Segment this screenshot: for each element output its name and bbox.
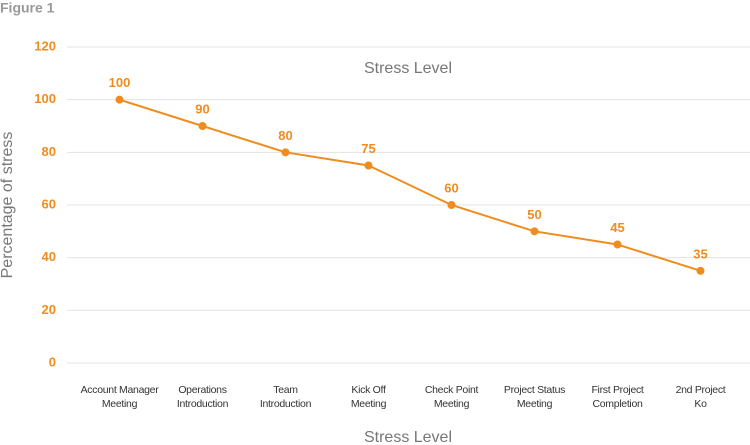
x-tick-label: Kick Off Meeting — [350, 384, 387, 410]
point — [198, 122, 207, 130]
y-tick-label: 0 — [49, 354, 56, 369]
data-label: 50 — [527, 207, 541, 222]
y-tick-label: 20 — [42, 302, 56, 317]
x-tick-label: Project Status Meeting — [503, 384, 566, 410]
point — [281, 148, 290, 157]
x-tick-label: Check Point Meeting — [424, 384, 479, 410]
figure-label: Figure 1 — [0, 0, 55, 16]
x-tick-label: 2nd Project Ko — [675, 384, 726, 410]
y-tick-label: 40 — [42, 249, 56, 264]
y-tick-label: 80 — [42, 144, 56, 159]
point — [115, 95, 124, 104]
y-tick-label: 100 — [34, 91, 56, 106]
y-tick-label: 120 — [34, 38, 56, 53]
data-label: 90 — [195, 101, 209, 116]
point — [364, 161, 373, 170]
x-tick-label: Team Introduction — [259, 384, 312, 410]
x-tick-label: First Project Completion — [591, 384, 644, 410]
y-axis-title: Percentage of stress — [0, 132, 16, 279]
y-tick-label: 60 — [42, 196, 56, 211]
point — [447, 201, 456, 209]
line — [119, 98, 701, 272]
data-label: 80 — [278, 128, 292, 143]
point — [696, 266, 705, 275]
point — [530, 227, 539, 236]
data-label: 100 — [109, 75, 131, 90]
data-label: 60 — [444, 180, 458, 195]
data-label: 75 — [361, 141, 375, 156]
data-label: 45 — [610, 220, 624, 235]
x-axis-title: Stress Level — [364, 429, 452, 445]
point — [613, 240, 622, 249]
x-tick-label: Account Manager Meeting — [80, 384, 159, 410]
data-label: 35 — [693, 246, 707, 261]
chart-title: Stress Level — [364, 60, 452, 77]
x-tick-label: Operations Introduction — [176, 384, 229, 410]
